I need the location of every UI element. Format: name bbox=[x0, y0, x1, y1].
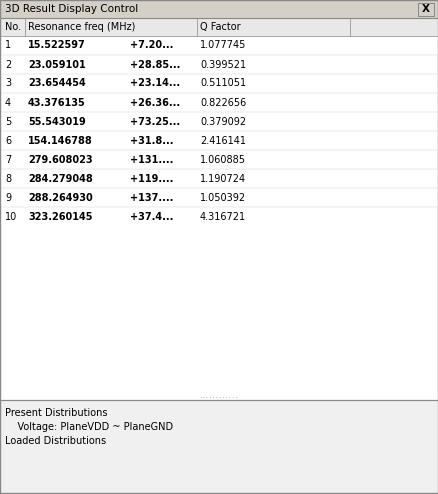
Text: Loaded Distributions: Loaded Distributions bbox=[5, 436, 106, 446]
Text: 288.264930: 288.264930 bbox=[28, 193, 92, 203]
Text: 3D Result Display Control: 3D Result Display Control bbox=[5, 4, 138, 14]
Text: 0.399521: 0.399521 bbox=[200, 59, 246, 70]
Text: 23.654454: 23.654454 bbox=[28, 79, 85, 88]
Text: 1.077745: 1.077745 bbox=[200, 41, 246, 50]
Text: Resonance freq (MHz): Resonance freq (MHz) bbox=[28, 22, 135, 32]
Text: Present Distributions: Present Distributions bbox=[5, 408, 107, 418]
Text: 0.822656: 0.822656 bbox=[200, 97, 246, 108]
Text: No.: No. bbox=[5, 22, 21, 32]
Text: +7.20...: +7.20... bbox=[130, 41, 173, 50]
Text: 284.279048: 284.279048 bbox=[28, 173, 92, 183]
Text: ............: ............ bbox=[200, 394, 238, 399]
Text: +37.4...: +37.4... bbox=[130, 211, 173, 221]
Text: 2.416141: 2.416141 bbox=[200, 135, 245, 146]
Text: 5: 5 bbox=[5, 117, 11, 126]
Text: +26.36...: +26.36... bbox=[130, 97, 180, 108]
Text: +119....: +119.... bbox=[130, 173, 173, 183]
Text: 4.316721: 4.316721 bbox=[200, 211, 246, 221]
Text: X: X bbox=[421, 4, 429, 14]
Text: +137....: +137.... bbox=[130, 193, 173, 203]
Text: +31.8...: +31.8... bbox=[130, 135, 173, 146]
Text: Voltage: PlaneVDD ~ PlaneGND: Voltage: PlaneVDD ~ PlaneGND bbox=[5, 422, 173, 432]
Text: 0.379092: 0.379092 bbox=[200, 117, 246, 126]
Text: 8: 8 bbox=[5, 173, 11, 183]
Text: 4: 4 bbox=[5, 97, 11, 108]
Text: 154.146788: 154.146788 bbox=[28, 135, 92, 146]
FancyBboxPatch shape bbox=[417, 3, 433, 16]
Text: 1.050392: 1.050392 bbox=[200, 193, 246, 203]
Text: +73.25...: +73.25... bbox=[130, 117, 180, 126]
Text: 15.522597: 15.522597 bbox=[28, 41, 85, 50]
Text: +23.14...: +23.14... bbox=[130, 79, 180, 88]
FancyBboxPatch shape bbox=[0, 18, 438, 400]
Text: 55.543019: 55.543019 bbox=[28, 117, 85, 126]
Text: 23.059101: 23.059101 bbox=[28, 59, 85, 70]
Text: 9: 9 bbox=[5, 193, 11, 203]
Text: 0.511051: 0.511051 bbox=[200, 79, 246, 88]
Text: 1.060885: 1.060885 bbox=[200, 155, 245, 165]
Text: 3: 3 bbox=[5, 79, 11, 88]
Text: 2: 2 bbox=[5, 59, 11, 70]
FancyBboxPatch shape bbox=[0, 0, 438, 18]
Text: 6: 6 bbox=[5, 135, 11, 146]
FancyBboxPatch shape bbox=[0, 400, 438, 494]
FancyBboxPatch shape bbox=[0, 18, 438, 36]
Text: 1.190724: 1.190724 bbox=[200, 173, 246, 183]
Text: +131....: +131.... bbox=[130, 155, 173, 165]
Text: 1: 1 bbox=[5, 41, 11, 50]
Text: 7: 7 bbox=[5, 155, 11, 165]
Text: 43.376135: 43.376135 bbox=[28, 97, 85, 108]
Text: 323.260145: 323.260145 bbox=[28, 211, 92, 221]
Text: Q Factor: Q Factor bbox=[200, 22, 240, 32]
Text: 10: 10 bbox=[5, 211, 17, 221]
Text: 279.608023: 279.608023 bbox=[28, 155, 92, 165]
Text: +28.85...: +28.85... bbox=[130, 59, 180, 70]
